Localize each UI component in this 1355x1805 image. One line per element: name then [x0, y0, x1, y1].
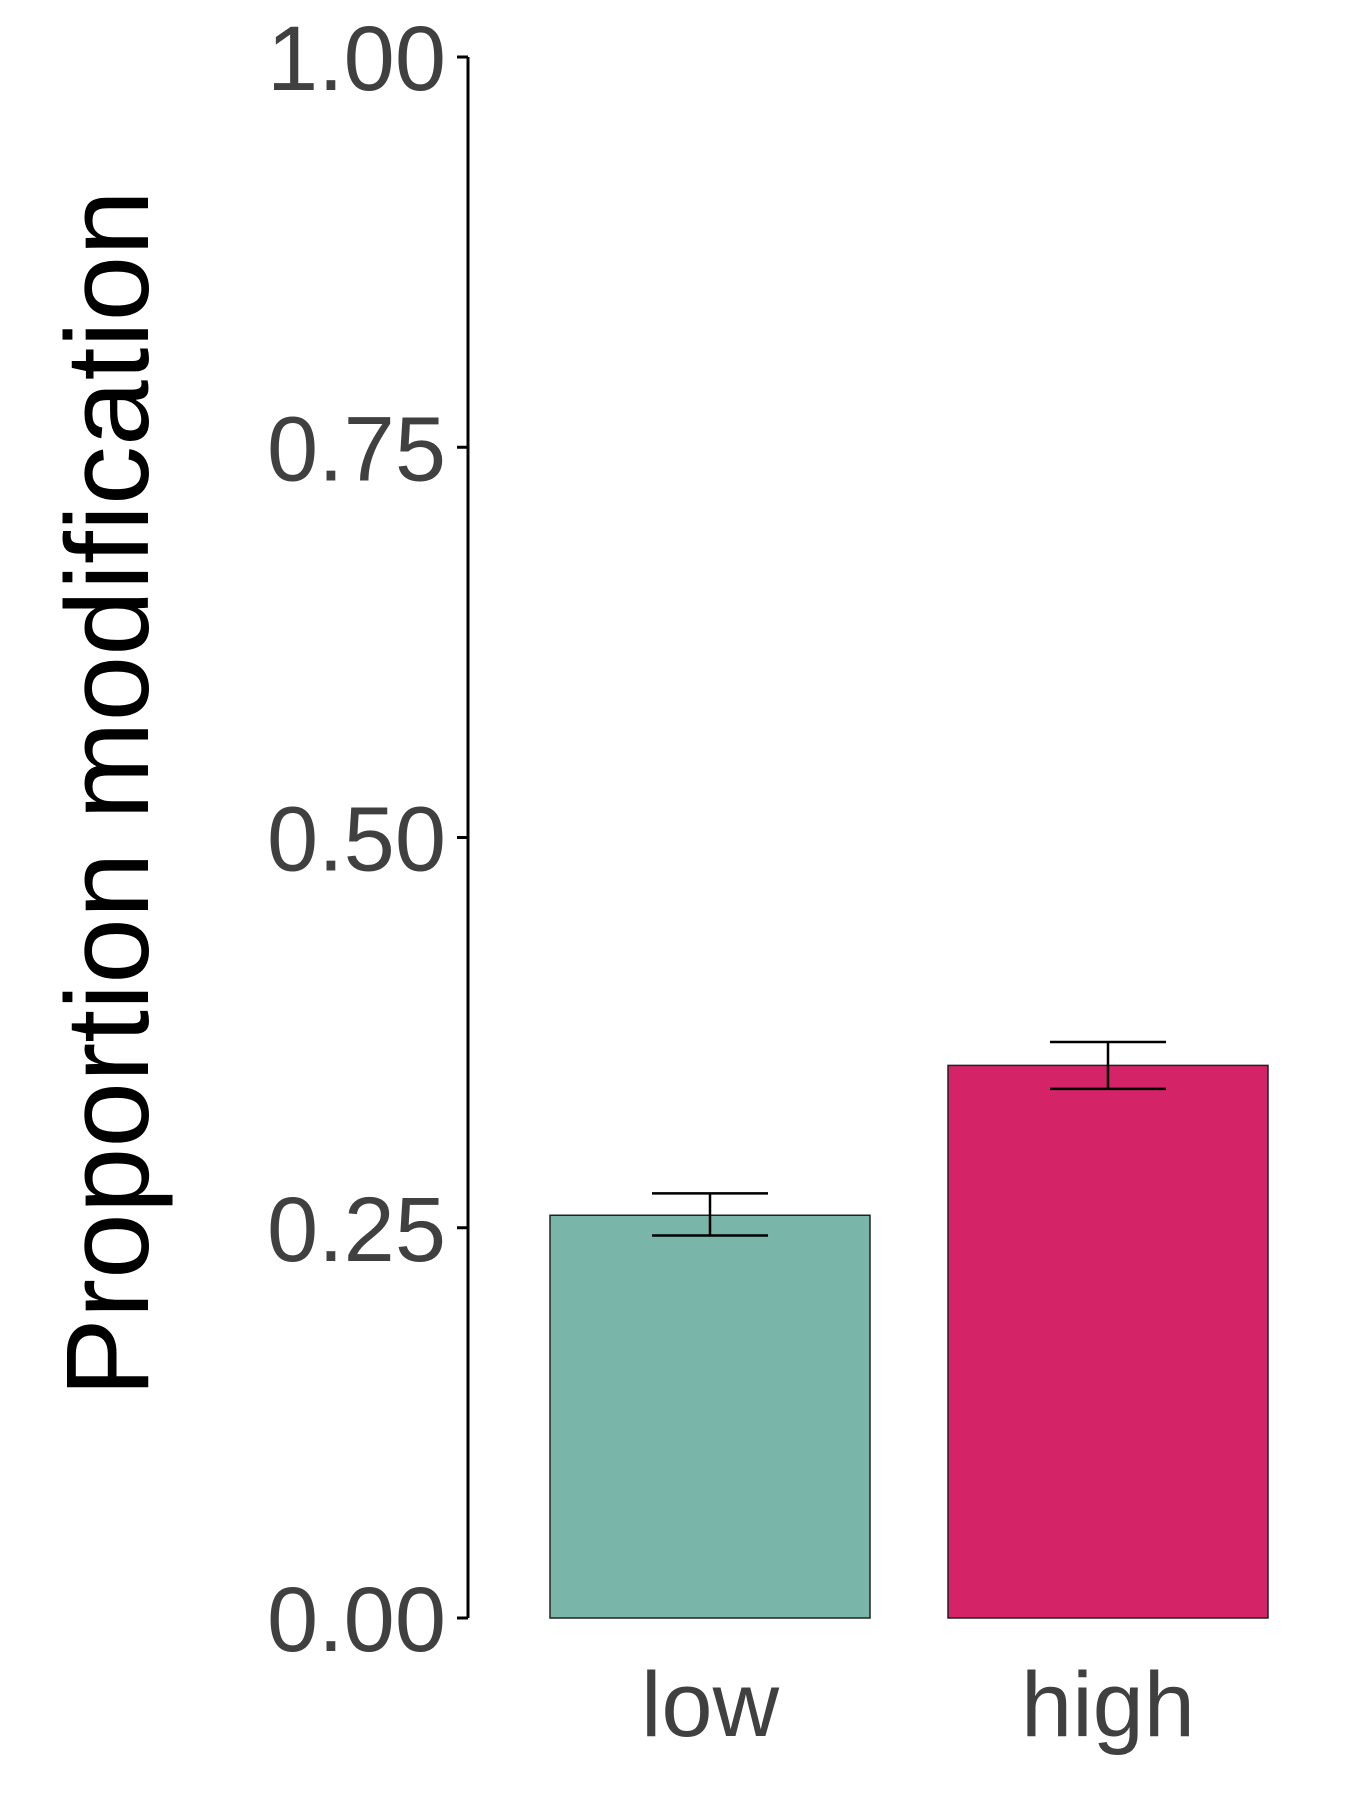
x-tick-label-high: high: [1021, 1654, 1195, 1756]
y-tick-label: 1.00: [267, 8, 446, 110]
y-tick-label: 0.50: [267, 789, 446, 891]
y-tick-label: 0.00: [267, 1569, 446, 1671]
y-tick-label: 0.25: [267, 1179, 446, 1281]
y-tick-label: 0.75: [267, 398, 446, 500]
x-tick-label-low: low: [641, 1654, 780, 1756]
bar-low: [549, 1214, 871, 1619]
y-axis: 0.00 0.25 0.50 0.75 1.00: [267, 8, 470, 1671]
y-axis-title: Proportion modification: [42, 190, 174, 1397]
error-bars: [652, 1040, 1166, 1237]
x-axis-labels: low high: [641, 1654, 1195, 1756]
bar-high: [947, 1064, 1269, 1619]
bars: [549, 1064, 1269, 1619]
